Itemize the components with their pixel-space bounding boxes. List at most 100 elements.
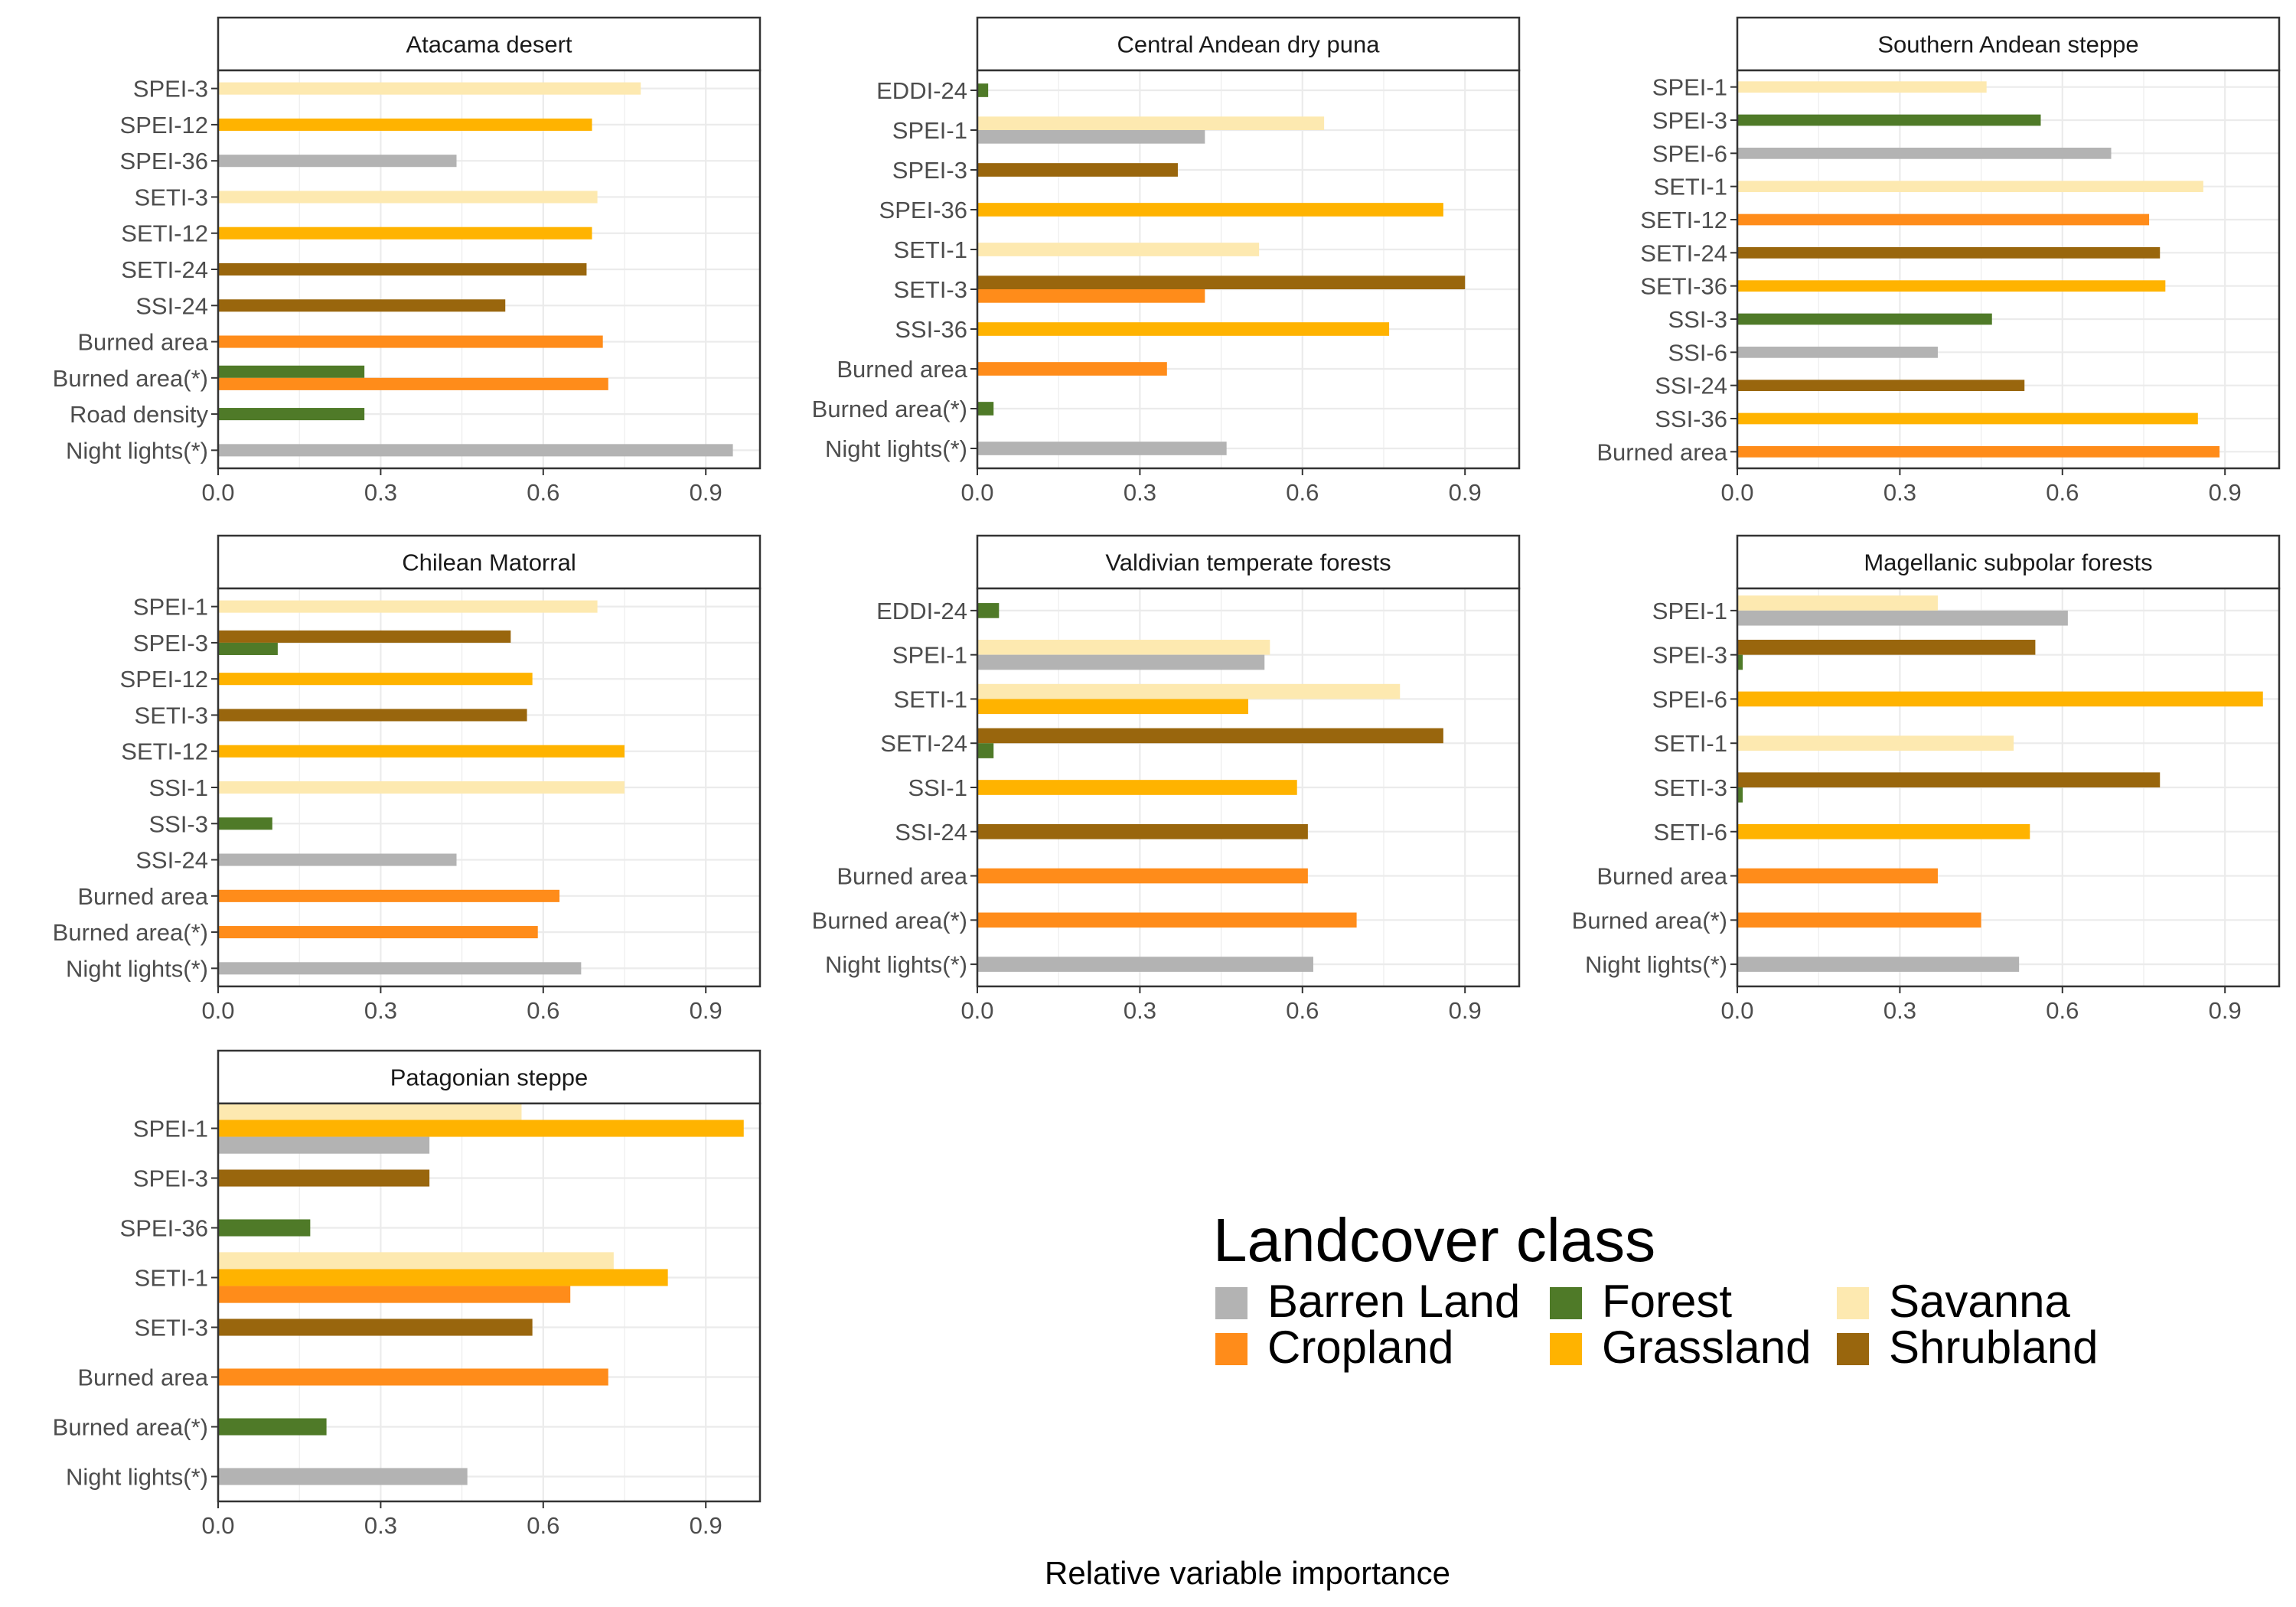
category-label: SETI-12 xyxy=(121,738,208,765)
category-label: SETI-3 xyxy=(894,276,967,303)
bar xyxy=(218,673,533,686)
category-label: SETI-1 xyxy=(1654,730,1727,757)
panel: Patagonian steppe SPEI-1 SPEI-3 SPEI-36 SETI… xyxy=(53,1049,762,1539)
x-tick-label: 0.9 xyxy=(690,1512,722,1539)
category-label: SPEI-1 xyxy=(892,117,967,144)
category-label: SPEI-12 xyxy=(120,112,208,139)
panel-title: Chilean Matorral xyxy=(402,549,576,576)
x-tick-label: 0.0 xyxy=(1720,479,1753,506)
bar xyxy=(218,1286,571,1303)
bar xyxy=(1737,823,2030,839)
category-label: Night lights(*) xyxy=(825,951,967,978)
bar xyxy=(218,1319,533,1336)
panel-title: Central Andean dry puna xyxy=(1117,31,1381,58)
x-tick-label: 0.3 xyxy=(364,997,397,1024)
bar xyxy=(218,630,511,643)
bar xyxy=(1737,868,1938,884)
bar xyxy=(218,335,603,348)
bar xyxy=(218,1252,614,1270)
bar xyxy=(218,118,592,131)
bar xyxy=(1737,81,1987,93)
bar xyxy=(977,83,989,97)
bar xyxy=(218,299,506,312)
bar xyxy=(218,709,527,722)
category-label: SSI-1 xyxy=(148,774,208,801)
x-tick-label: 0.3 xyxy=(364,479,397,506)
bar xyxy=(977,699,1248,715)
bar xyxy=(977,289,1205,303)
x-tick-label: 0.9 xyxy=(690,479,722,506)
category-label: SSI-1 xyxy=(908,774,967,801)
bar xyxy=(977,603,1000,618)
x-tick-label: 0.6 xyxy=(1286,997,1319,1024)
x-tick-label: 0.3 xyxy=(1124,479,1156,506)
category-label: SSI-3 xyxy=(1668,306,1727,333)
x-tick-label: 0.6 xyxy=(527,479,559,506)
panel-border xyxy=(976,69,1521,470)
category-label: SETI-1 xyxy=(135,1265,208,1292)
bar xyxy=(218,262,587,276)
bar xyxy=(1737,280,2166,292)
bar xyxy=(977,322,1390,336)
x-tick-label: 0.6 xyxy=(1286,479,1319,506)
category-label: SETI-3 xyxy=(1654,774,1727,801)
panel-title: Southern Andean steppe xyxy=(1877,31,2138,58)
legend-swatch xyxy=(1215,1333,1247,1365)
panel: Southern Andean steppe SPEI-1 SPEI-3 SPEI-6… xyxy=(1596,16,2281,506)
category-label: SPEI-6 xyxy=(1652,686,1727,712)
bar xyxy=(218,889,560,902)
bar xyxy=(1737,610,2068,626)
category-label: SPEI-1 xyxy=(1652,598,1727,624)
category-label: SETI-24 xyxy=(121,256,208,283)
category-label: SPEI-36 xyxy=(120,148,208,174)
panel-strip xyxy=(217,16,762,72)
category-label: SETI-12 xyxy=(121,220,208,247)
bar xyxy=(218,926,538,939)
bar xyxy=(1737,595,1938,611)
bar xyxy=(218,1269,668,1286)
bar xyxy=(977,275,1466,289)
category-label: Night lights(*) xyxy=(825,435,967,462)
category-label: SPEI-6 xyxy=(1652,140,1727,167)
category-label: Road density xyxy=(70,401,208,428)
category-label: Burned area(*) xyxy=(53,919,208,946)
category-label: SPEI-1 xyxy=(892,642,967,669)
category-label: SSI-36 xyxy=(895,316,967,343)
category-label: SPEI-36 xyxy=(120,1215,208,1242)
category-label: Burned area(*) xyxy=(53,1414,208,1441)
bar xyxy=(218,408,365,421)
category-label: SETI-24 xyxy=(880,730,967,757)
bar xyxy=(218,191,598,204)
category-label: Burned area(*) xyxy=(812,396,967,422)
category-label: SETI-6 xyxy=(1654,819,1727,846)
category-label: SPEI-12 xyxy=(120,666,208,693)
bar xyxy=(977,130,1205,144)
bar xyxy=(1737,380,2025,392)
bar xyxy=(1737,787,1743,803)
legend-swatch xyxy=(1550,1333,1582,1365)
x-tick-label: 0.6 xyxy=(2046,997,2079,1024)
bar xyxy=(218,365,365,378)
bar xyxy=(218,1136,430,1154)
bar xyxy=(218,642,278,655)
category-label: SETI-1 xyxy=(1654,174,1727,200)
bar xyxy=(218,781,625,794)
category-label: SETI-36 xyxy=(1640,273,1727,300)
category-label: Burned area(*) xyxy=(1572,907,1727,934)
bar xyxy=(977,728,1443,744)
x-tick-label: 0.3 xyxy=(1124,997,1156,1024)
bar xyxy=(977,868,1308,884)
category-label: SPEI-3 xyxy=(892,157,967,184)
x-tick-label: 0.6 xyxy=(527,997,559,1024)
category-label: SETI-1 xyxy=(894,686,967,712)
panel-title: Valdivian temperate forests xyxy=(1105,549,1391,576)
bar xyxy=(218,600,598,613)
category-label: SPEI-3 xyxy=(1652,642,1727,669)
category-label: Burned area(*) xyxy=(53,365,208,392)
bar xyxy=(977,402,994,416)
category-label: SPEI-36 xyxy=(879,197,967,223)
bar xyxy=(1737,246,2161,259)
legend-label: Shrubland xyxy=(1889,1322,2099,1373)
bar xyxy=(218,745,625,758)
